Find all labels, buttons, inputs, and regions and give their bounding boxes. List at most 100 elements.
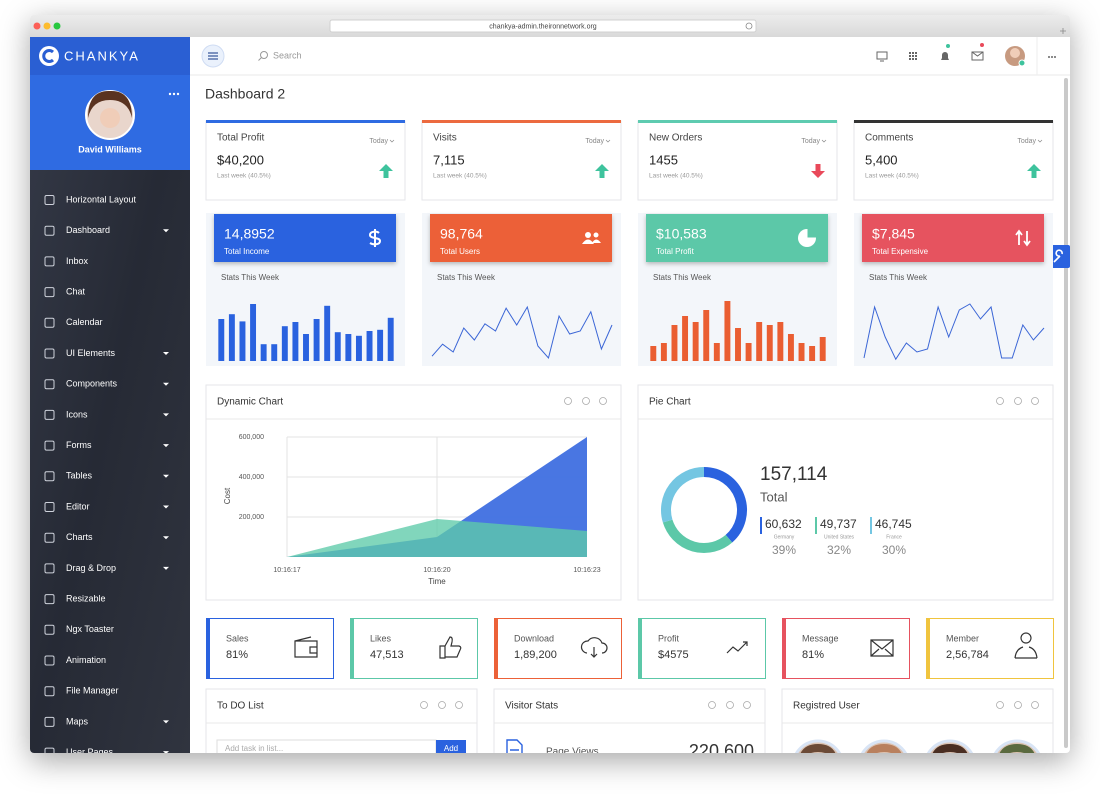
stat-title: Total Profit — [217, 133, 264, 144]
chart-subtitle: Stats This Week — [221, 273, 280, 282]
stat-card — [206, 121, 405, 200]
summary-label: Total Income — [224, 247, 270, 256]
menu-item[interactable]: Maps — [66, 716, 89, 726]
profile-menu[interactable] — [169, 93, 179, 95]
legend-percent: 32% — [827, 543, 851, 557]
address-bar[interactable] — [330, 20, 756, 32]
mini-stat-title: Download — [514, 633, 554, 643]
legend-swatch — [870, 517, 872, 534]
like-icon — [440, 637, 461, 658]
menu-item[interactable]: Charts — [66, 532, 93, 542]
mini-bar — [767, 325, 773, 361]
header-avatar-face — [1010, 48, 1020, 58]
y-tick-label: 200,000 — [239, 514, 264, 521]
period-select[interactable]: Today — [585, 138, 604, 145]
avatar-hair — [88, 91, 132, 118]
period-caret — [822, 140, 826, 142]
mail-dot — [980, 43, 984, 47]
mini-bar — [292, 322, 298, 361]
y-tick-label: 600,000 — [239, 434, 264, 441]
expand-button[interactable] — [1032, 702, 1039, 709]
expand-button[interactable] — [456, 702, 463, 709]
collapse-button[interactable] — [997, 702, 1004, 709]
menu-icon — [45, 441, 54, 450]
mail-icon[interactable] — [972, 52, 983, 60]
expand-button[interactable] — [1032, 398, 1039, 405]
menu-item[interactable]: Drag & Drop — [66, 563, 116, 573]
mini-bar — [271, 344, 277, 361]
mini-stat-accent — [350, 618, 354, 679]
trend-up-arrow — [379, 164, 393, 178]
submenu-caret — [163, 567, 169, 570]
period-select[interactable]: Today — [369, 138, 388, 145]
menu-item[interactable]: Horizontal Layout — [66, 194, 137, 204]
menu-item[interactable]: Forms — [66, 440, 92, 450]
scrollbar[interactable] — [1064, 78, 1068, 748]
mini-stat-title: Profit — [658, 633, 680, 643]
url-text: chankya-admin.theironnetwork.org — [489, 23, 596, 30]
collapse-button[interactable] — [421, 702, 428, 709]
legend-swatch — [815, 517, 817, 534]
stat-value: $40,200 — [217, 152, 264, 167]
search-input[interactable]: Search — [273, 50, 302, 60]
collapse-button[interactable] — [709, 702, 716, 709]
reload-icon[interactable] — [746, 23, 752, 29]
legend-percent: 30% — [882, 543, 906, 557]
close-button[interactable] — [34, 23, 41, 30]
menu-item[interactable]: Inbox — [66, 256, 89, 266]
mini-stat-title: Sales — [226, 633, 249, 643]
menu-item[interactable]: Calendar — [66, 317, 103, 327]
menu-icon — [45, 257, 54, 266]
menu-item[interactable]: Animation — [66, 655, 106, 665]
menu-item[interactable]: Ngx Toaster — [66, 624, 114, 634]
hamburger-icon — [208, 53, 218, 59]
menu-item[interactable]: File Manager — [66, 686, 119, 696]
close-button[interactable] — [1015, 702, 1022, 709]
mini-stat-card — [351, 619, 478, 679]
menu-item[interactable]: Dashboard — [66, 225, 110, 235]
stat-card-accent — [854, 120, 1053, 123]
collapse-button[interactable] — [997, 398, 1004, 405]
new-tab-icon[interactable] — [1060, 28, 1066, 34]
close-button[interactable] — [727, 702, 734, 709]
menu-item[interactable]: User Pages — [66, 747, 114, 757]
avatar-hair — [930, 744, 970, 766]
menu-item[interactable]: Editor — [66, 501, 90, 511]
more-menu[interactable] — [1048, 56, 1056, 58]
apps-icon[interactable] — [909, 52, 917, 60]
mini-bar — [356, 336, 362, 361]
content: CHANKYA David Williams Horizontal Layout Da… — [45, 23, 1054, 791]
menu-item[interactable]: Tables — [66, 471, 93, 481]
brand-name: CHANKYA — [64, 48, 140, 63]
minimize-button[interactable] — [44, 23, 51, 30]
mini-bar — [788, 334, 794, 361]
expand-button[interactable] — [600, 398, 607, 405]
x-tick-label: 10:16:17 — [273, 567, 300, 574]
menu-item[interactable]: Chat — [66, 286, 86, 296]
close-button[interactable] — [439, 702, 446, 709]
menu-icon — [45, 226, 54, 235]
menu-item[interactable]: Components — [66, 379, 118, 389]
mini-stat-accent — [926, 618, 930, 679]
add-button-label[interactable]: Add — [444, 744, 458, 753]
expand-button[interactable] — [744, 702, 751, 709]
zoom-button[interactable] — [54, 23, 61, 30]
menu-item[interactable]: UI Elements — [66, 348, 116, 358]
stat-card-accent — [422, 120, 621, 123]
stat-title: Comments — [865, 133, 913, 144]
fullscreen-icon[interactable] — [877, 52, 887, 59]
notification-icon[interactable] — [941, 52, 949, 60]
mail-icon-flap — [972, 52, 983, 56]
trend-up-arrow — [1027, 164, 1041, 178]
collapse-button[interactable] — [565, 398, 572, 405]
menu-item[interactable]: Resizable — [66, 593, 106, 603]
period-select[interactable]: Today — [1017, 138, 1036, 145]
close-button[interactable] — [1015, 398, 1022, 405]
close-button[interactable] — [583, 398, 590, 405]
mini-stat-value: 2,56,784 — [946, 649, 989, 661]
period-select[interactable]: Today — [801, 138, 820, 145]
mini-bar — [703, 310, 709, 361]
mini-bar — [377, 330, 383, 361]
menu-item[interactable]: Icons — [66, 409, 88, 419]
